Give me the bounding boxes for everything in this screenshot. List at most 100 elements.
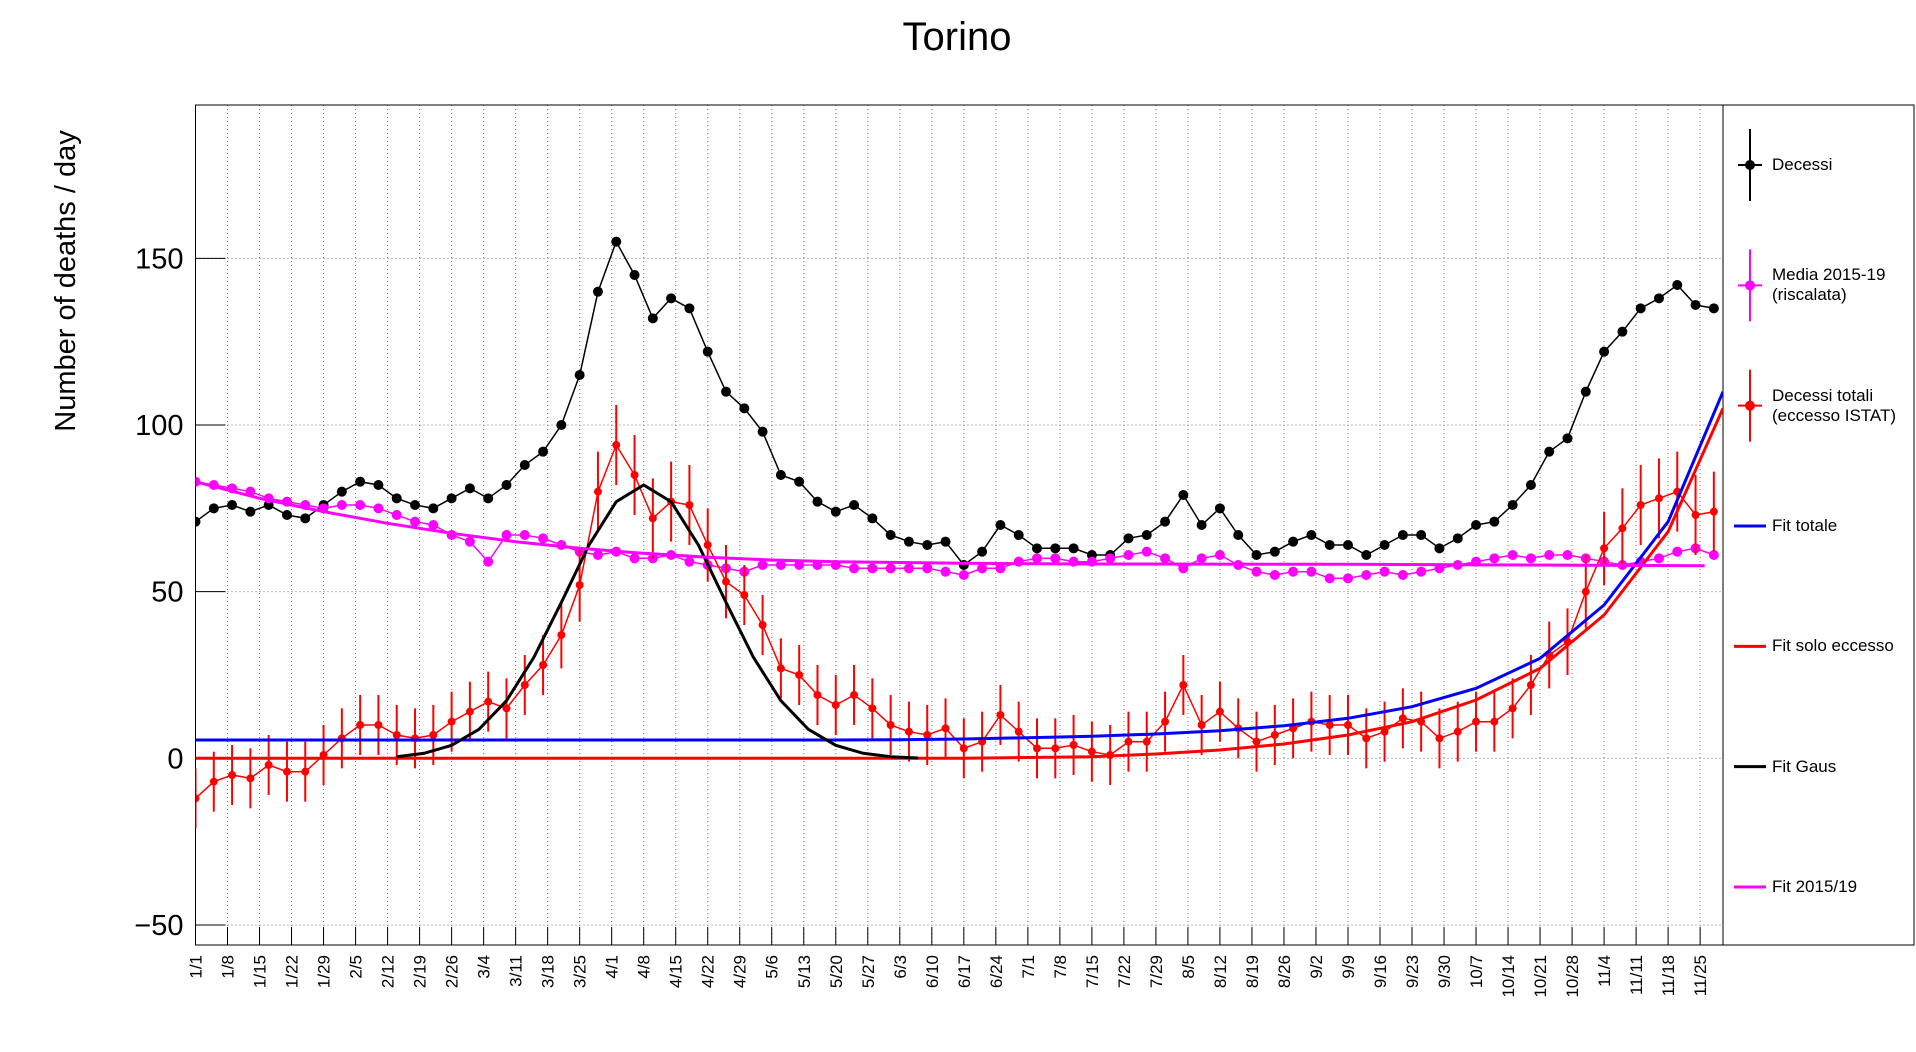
x-tick-label: 7/29 [1147, 955, 1166, 988]
data-point [1397, 530, 1408, 540]
data-point [1214, 550, 1225, 560]
data-point [374, 721, 383, 729]
data-point [556, 420, 567, 430]
x-tick-label: 1/22 [283, 955, 302, 988]
data-point [1160, 553, 1171, 564]
y-axis-label: Number of deaths / day [50, 130, 82, 432]
data-point [1635, 303, 1646, 314]
data-point [1471, 520, 1482, 530]
x-tick-label: 8/19 [1243, 955, 1262, 988]
series-line [195, 480, 1705, 568]
data-point [373, 480, 384, 490]
data-point [1653, 553, 1664, 564]
data-point [208, 503, 219, 514]
x-tick-label: 3/25 [571, 955, 590, 988]
data-point [336, 500, 347, 510]
data-point [1325, 721, 1334, 729]
data-point [1600, 544, 1609, 553]
x-tick-label: 9/30 [1435, 955, 1454, 988]
data-point [1251, 566, 1262, 577]
data-point [1161, 717, 1170, 726]
data-point [1142, 737, 1151, 746]
data-point [246, 774, 255, 783]
x-tick-label: 5/27 [859, 955, 878, 988]
data-point [1306, 530, 1317, 540]
data-point [1324, 573, 1335, 584]
data-point [702, 346, 713, 357]
data-point [775, 560, 786, 570]
legend-key [1745, 280, 1755, 291]
data-point [355, 500, 366, 510]
data-point [1050, 553, 1061, 564]
data-point [1416, 566, 1427, 577]
data-point [830, 506, 841, 517]
data-point [629, 270, 640, 280]
x-tick-label: 10/21 [1531, 955, 1550, 998]
data-point [666, 293, 677, 304]
data-point [1269, 570, 1280, 580]
data-point [1581, 587, 1590, 596]
data-point [592, 286, 603, 297]
data-point [1013, 556, 1024, 567]
legend-label: Decessi [1772, 155, 1833, 174]
data-point [867, 563, 878, 574]
data-point [282, 767, 291, 776]
data-point [1087, 747, 1096, 756]
data-point [1361, 550, 1372, 560]
data-point [428, 520, 439, 530]
data-point [977, 563, 988, 574]
data-point [1453, 727, 1462, 736]
x-tick-label: 9/23 [1403, 955, 1422, 988]
data-point [849, 500, 860, 510]
data-point [1654, 494, 1663, 503]
data-point [831, 701, 840, 709]
data-point [1708, 550, 1719, 560]
data-point [245, 506, 256, 517]
data-point [922, 563, 933, 574]
data-point [391, 493, 402, 504]
x-tick-label: 4/1 [603, 955, 622, 979]
data-point [995, 563, 1006, 574]
data-point [1472, 717, 1481, 726]
data-point [519, 530, 530, 540]
data-point [539, 661, 548, 669]
data-point [1672, 280, 1683, 290]
data-point [611, 236, 622, 247]
y-tick-label: 50 [151, 577, 183, 609]
data-point [227, 500, 238, 510]
legend-label: Fit Gaus [1772, 756, 1837, 776]
data-point [1014, 727, 1023, 736]
data-point [684, 303, 695, 314]
data-point [868, 704, 877, 713]
data-point [1105, 553, 1116, 564]
x-tick-label: 11/4 [1595, 955, 1614, 987]
data-point [1031, 553, 1042, 564]
x-tick-label: 7/15 [1083, 955, 1102, 988]
x-tick-label: 7/1 [1019, 955, 1038, 979]
data-point [538, 533, 549, 544]
data-point [739, 403, 750, 414]
data-point [228, 771, 237, 779]
x-tick-label: 4/22 [699, 955, 718, 988]
data-point [849, 563, 860, 574]
x-tick-label: 8/12 [1211, 955, 1230, 988]
data-point [281, 510, 292, 520]
data-point [903, 563, 914, 574]
data-point [502, 704, 511, 713]
legend-key [1745, 160, 1755, 170]
x-tick-label: 10/28 [1563, 955, 1582, 998]
legend-key [1745, 400, 1755, 411]
x-tick-label: 10/7 [1467, 955, 1486, 988]
data-point [740, 591, 749, 599]
data-point [520, 681, 529, 689]
data-point [1123, 533, 1134, 544]
data-point [685, 501, 694, 509]
data-point [1324, 540, 1335, 550]
data-point [1690, 300, 1701, 310]
data-point [1489, 553, 1500, 564]
y-tick-label: 100 [135, 410, 183, 442]
data-point [885, 530, 896, 540]
data-point [940, 566, 951, 577]
data-point [794, 476, 805, 487]
x-tick-label: 8/5 [1179, 955, 1198, 979]
